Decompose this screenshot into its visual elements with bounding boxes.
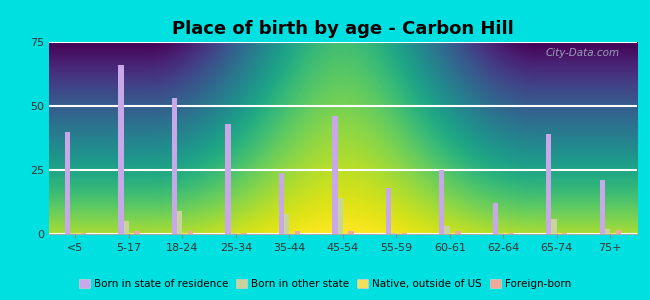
Bar [343, 233, 348, 234]
Bar [396, 233, 402, 234]
Bar [348, 231, 354, 234]
Bar [279, 172, 284, 234]
Bar [177, 211, 183, 234]
Bar [226, 124, 231, 234]
Bar [332, 116, 337, 234]
Bar [503, 233, 509, 234]
Text: City-Data.com: City-Data.com [545, 48, 619, 58]
Bar [616, 230, 621, 234]
Bar [385, 188, 391, 234]
Bar [509, 233, 514, 234]
Bar [172, 98, 177, 234]
Bar [183, 233, 188, 234]
Bar [562, 233, 567, 234]
Legend: Born in state of residence, Born in other state, Native, outside of US, Foreign-: Born in state of residence, Born in othe… [75, 275, 575, 293]
Bar [610, 233, 616, 234]
Bar [75, 233, 81, 234]
Bar [70, 233, 75, 234]
Bar [118, 65, 124, 234]
Bar [81, 233, 86, 234]
Bar [445, 226, 450, 234]
Bar [337, 198, 343, 234]
Bar [231, 233, 236, 234]
Bar [241, 233, 246, 234]
Bar [450, 233, 455, 234]
Bar [455, 231, 460, 234]
Bar [605, 229, 610, 234]
Bar [557, 233, 562, 234]
Bar [289, 233, 294, 234]
Bar [402, 233, 407, 234]
Bar [188, 231, 193, 234]
Bar [294, 231, 300, 234]
Bar [135, 231, 140, 234]
Bar [284, 214, 289, 234]
Bar [391, 233, 396, 234]
Bar [551, 219, 557, 234]
Bar [493, 203, 498, 234]
Bar [65, 132, 70, 234]
Bar [129, 233, 135, 234]
Bar [599, 180, 605, 234]
Title: Place of birth by age - Carbon Hill: Place of birth by age - Carbon Hill [172, 20, 514, 38]
Bar [439, 170, 445, 234]
Bar [124, 221, 129, 234]
Bar [498, 233, 503, 234]
Bar [236, 233, 241, 234]
Bar [546, 134, 551, 234]
